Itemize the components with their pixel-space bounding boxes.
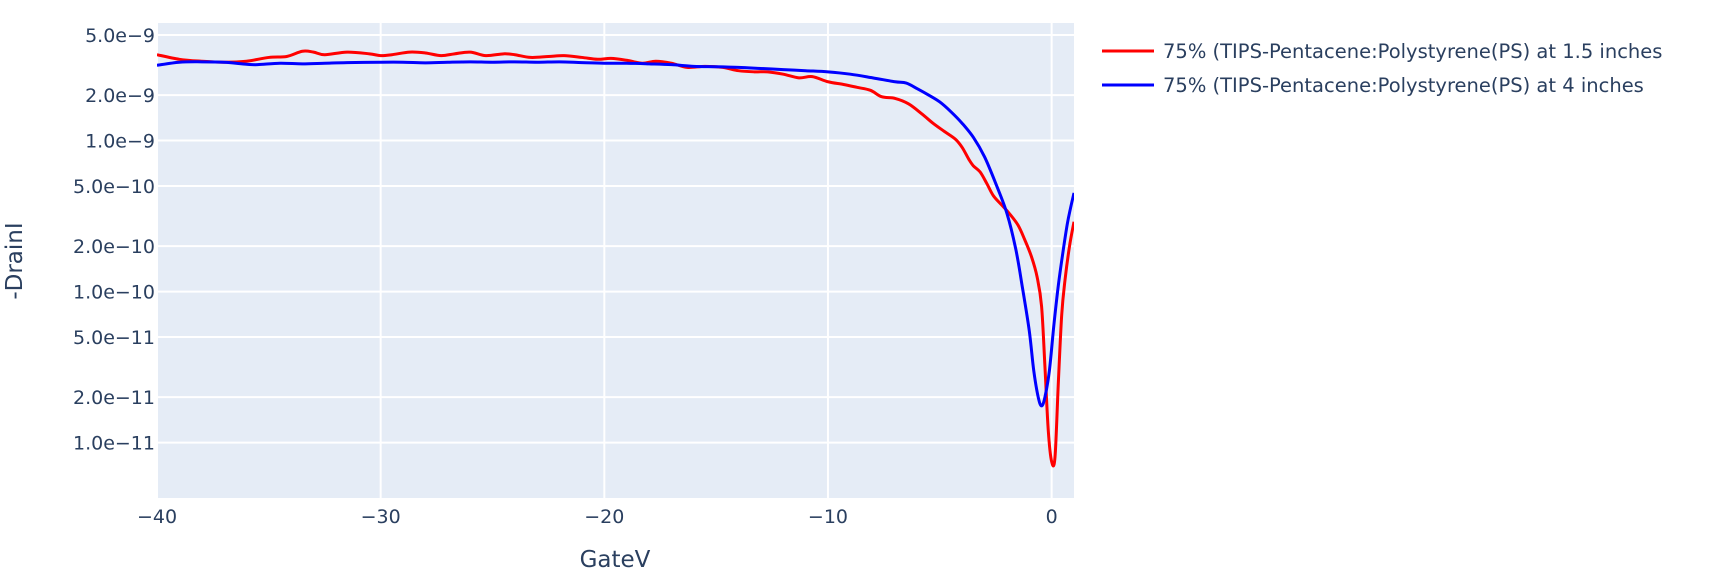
series-layer xyxy=(157,49,1074,468)
legend-label: 75% (TIPS-Pentacene:Polystyrene(PS) at 1… xyxy=(1163,40,1662,63)
series-line-2 xyxy=(157,60,1074,408)
y-tick-label: 5.0e−9 xyxy=(85,25,155,47)
x-axis-title: GateV xyxy=(580,547,651,571)
y-tick-label: 1.0e−10 xyxy=(73,282,155,304)
x-axis-ticks: −40 −30 −20 −10 0 xyxy=(137,506,1058,528)
y-tick-label: 1.0e−9 xyxy=(85,131,155,153)
y-tick-label: 5.0e−11 xyxy=(73,327,155,349)
legend-item-1[interactable]: 75% (TIPS-Pentacene:Polystyrene(PS) at 1… xyxy=(1102,40,1662,63)
y-axis-title: -DrainI xyxy=(2,222,28,299)
grid xyxy=(156,23,1074,498)
legend-item-2[interactable]: 75% (TIPS-Pentacene:Polystyrene(PS) at 4… xyxy=(1102,74,1644,97)
y-tick-label: 1.0e−11 xyxy=(73,433,155,455)
x-tick-label: 0 xyxy=(1046,506,1058,528)
x-tick-label: −40 xyxy=(137,506,177,528)
x-tick-label: −20 xyxy=(584,506,624,528)
y-axis-ticks: 5.0e−9 2.0e−9 1.0e−9 5.0e−10 2.0e−10 1.0e−10 5… xyxy=(73,25,155,455)
x-tick-label: −30 xyxy=(361,506,401,528)
series-line-1 xyxy=(157,49,1074,468)
legend-label: 75% (TIPS-Pentacene:Polystyrene(PS) at 4… xyxy=(1163,74,1644,97)
x-tick-label: −10 xyxy=(808,506,848,528)
y-tick-label: 2.0e−10 xyxy=(73,236,155,258)
y-tick-label: 2.0e−11 xyxy=(73,387,155,409)
plot-background xyxy=(157,23,1074,498)
y-tick-label: 5.0e−10 xyxy=(73,176,155,198)
y-tick-label: 2.0e−9 xyxy=(85,85,155,107)
legend[interactable]: 75% (TIPS-Pentacene:Polystyrene(PS) at 1… xyxy=(1102,40,1662,97)
